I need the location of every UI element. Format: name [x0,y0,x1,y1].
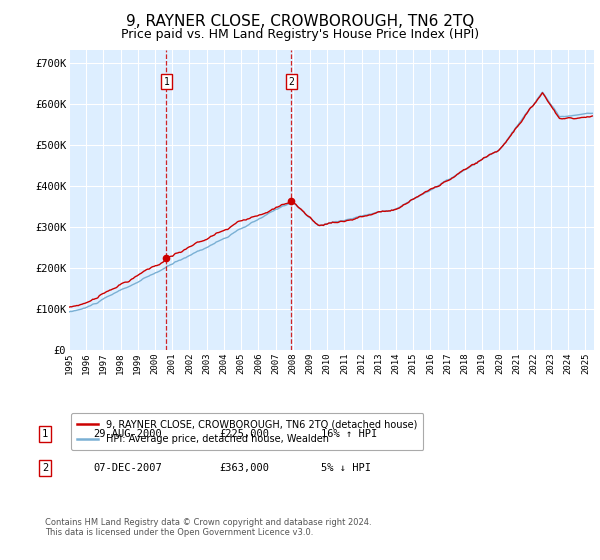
Text: 1: 1 [42,429,48,439]
Text: 5% ↓ HPI: 5% ↓ HPI [321,463,371,473]
Text: Price paid vs. HM Land Registry's House Price Index (HPI): Price paid vs. HM Land Registry's House … [121,28,479,41]
Text: 1: 1 [163,77,169,87]
Text: £363,000: £363,000 [219,463,269,473]
Text: £225,000: £225,000 [219,429,269,439]
Text: 9, RAYNER CLOSE, CROWBOROUGH, TN6 2TQ: 9, RAYNER CLOSE, CROWBOROUGH, TN6 2TQ [126,14,474,29]
Text: 2: 2 [289,77,295,87]
Text: 07-DEC-2007: 07-DEC-2007 [93,463,162,473]
Text: 16% ↑ HPI: 16% ↑ HPI [321,429,377,439]
Text: Contains HM Land Registry data © Crown copyright and database right 2024.
This d: Contains HM Land Registry data © Crown c… [45,518,371,538]
Legend: 9, RAYNER CLOSE, CROWBOROUGH, TN6 2TQ (detached house), HPI: Average price, deta: 9, RAYNER CLOSE, CROWBOROUGH, TN6 2TQ (d… [71,413,424,450]
Text: 2: 2 [42,463,48,473]
Text: 29-AUG-2000: 29-AUG-2000 [93,429,162,439]
